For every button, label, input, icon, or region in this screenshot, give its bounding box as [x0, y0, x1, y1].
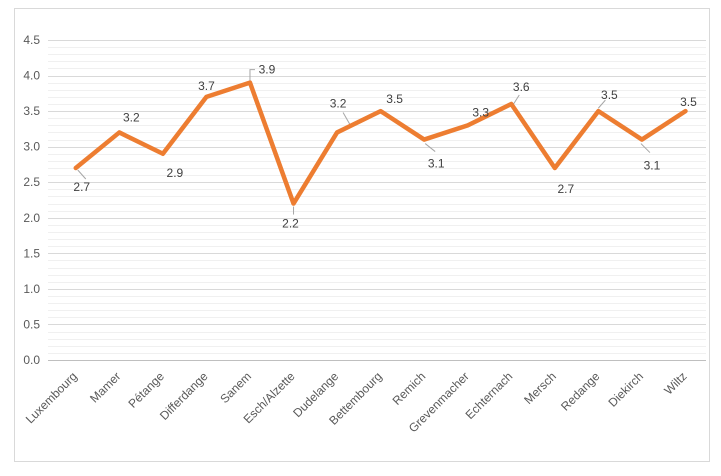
major-gridlines	[48, 40, 706, 361]
y-tick-label: 3.5	[23, 104, 40, 118]
x-tick-label: Sanem	[217, 369, 254, 406]
y-tick-label: 3.0	[23, 140, 40, 154]
data-label: 3.5	[680, 95, 697, 109]
data-labels: 2.7 3.2 2.9 3.7 3.9 2.2 3.2 3.5 3.1 3.3 3.6 2.7 3.5 3…	[73, 63, 697, 231]
y-tick-label: 2.0	[23, 211, 40, 225]
minor-gridlines	[48, 47, 706, 354]
chart-svg: 0.0 0.5 1.0 1.5 2.0 2.5 3.0 3.5 4.0 4.5 Luxembourg…	[23, 33, 706, 435]
leader-line	[597, 99, 606, 109]
data-label: 3.7	[198, 79, 215, 93]
data-label: 2.2	[282, 217, 299, 231]
data-label: 2.7	[557, 182, 574, 196]
line-chart: 0.0 0.5 1.0 1.5 2.0 2.5 3.0 3.5 4.0 4.5 Luxembourg…	[14, 8, 710, 462]
data-label: 2.9	[167, 166, 184, 180]
y-tick-label: 4.5	[23, 33, 40, 47]
x-tick-label: Echternach	[463, 369, 516, 422]
leader-line	[249, 69, 255, 84]
data-label: 3.6	[513, 80, 530, 94]
data-label: 3.5	[601, 88, 618, 102]
series-line	[73, 80, 688, 206]
y-tick-label: 0.0	[23, 353, 40, 367]
x-tick-label: Mersch	[521, 369, 559, 407]
leader-line	[77, 169, 87, 180]
x-tick-label: Diekirch	[605, 369, 646, 410]
data-label: 3.1	[428, 157, 445, 171]
x-tick-label: Differdange	[157, 369, 211, 423]
data-label: 3.5	[386, 92, 403, 106]
x-tick-label: Luxembourg	[23, 369, 80, 426]
x-tick-label: Pétange	[125, 369, 167, 411]
data-label: 3.2	[330, 96, 347, 110]
y-tick-label: 1.5	[23, 246, 40, 260]
y-tick-label: 4.0	[23, 69, 40, 83]
x-tick-label: Redange	[558, 369, 603, 414]
data-label: 3.3	[472, 105, 489, 119]
x-tick-label: Remich	[390, 369, 429, 408]
leader-line	[424, 143, 436, 152]
data-label: 3.9	[259, 63, 276, 77]
y-tick-label: 0.5	[23, 317, 40, 331]
data-label: 2.7	[73, 180, 90, 194]
data-label: 3.1	[644, 159, 661, 173]
y-tick-label: 1.0	[23, 282, 40, 296]
x-tick-label: Mamer	[87, 369, 123, 405]
y-tick-label: 2.5	[23, 175, 40, 189]
y-axis-labels: 0.0 0.5 1.0 1.5 2.0 2.5 3.0 3.5 4.0 4.5	[23, 33, 40, 367]
data-label: 3.2	[123, 110, 140, 124]
leader-line	[640, 143, 651, 153]
x-tick-label: Wiltz	[661, 369, 689, 397]
